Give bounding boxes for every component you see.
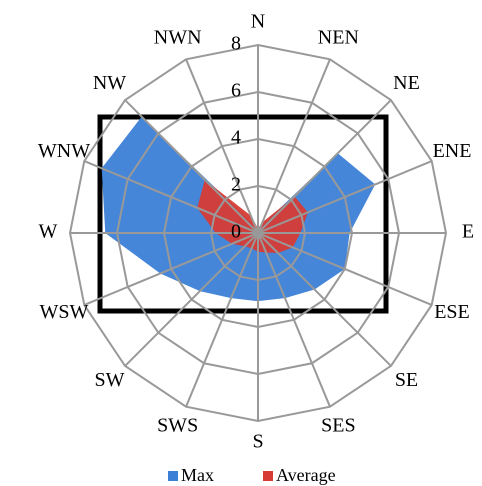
category-label: WSW <box>40 301 89 323</box>
y-tick-label: 4 <box>231 127 241 149</box>
category-label: NWN <box>154 27 202 49</box>
category-label: NW <box>93 72 126 94</box>
category-label: SWS <box>157 415 198 437</box>
spoke <box>124 232 259 367</box>
category-label: NE <box>393 72 420 94</box>
spoke <box>185 232 259 408</box>
spoke <box>124 99 259 234</box>
spoke <box>257 58 331 234</box>
category-label: WNW <box>38 140 90 162</box>
category-label: SES <box>321 415 355 437</box>
spoke <box>185 58 259 234</box>
category-label: SE <box>395 369 418 391</box>
spoke <box>257 232 433 306</box>
y-tick-label: 8 <box>231 33 241 55</box>
category-label: S <box>252 431 263 453</box>
spoke <box>257 232 392 367</box>
spoke <box>83 232 259 306</box>
category-label: E <box>462 221 474 243</box>
spoke <box>83 160 259 234</box>
category-label: SW <box>95 369 125 391</box>
y-tick-label: 2 <box>231 174 241 196</box>
legend-label: Max <box>181 465 214 485</box>
frame <box>97 114 389 314</box>
legend-label: Average <box>276 465 336 485</box>
category-label: W <box>39 221 58 243</box>
series-area <box>197 179 308 253</box>
category-label: ESE <box>434 301 470 323</box>
y-tick-label: 6 <box>231 80 241 102</box>
spoke <box>257 160 433 234</box>
category-label: ENE <box>433 140 472 162</box>
spoke <box>257 99 392 234</box>
category-label: NEN <box>318 27 359 49</box>
series-area <box>101 116 376 302</box>
spoke <box>257 232 331 408</box>
category-label: N <box>251 11 265 33</box>
legend-swatch <box>263 471 273 481</box>
y-tick-label: 0 <box>231 221 241 243</box>
legend-swatch <box>168 471 178 481</box>
